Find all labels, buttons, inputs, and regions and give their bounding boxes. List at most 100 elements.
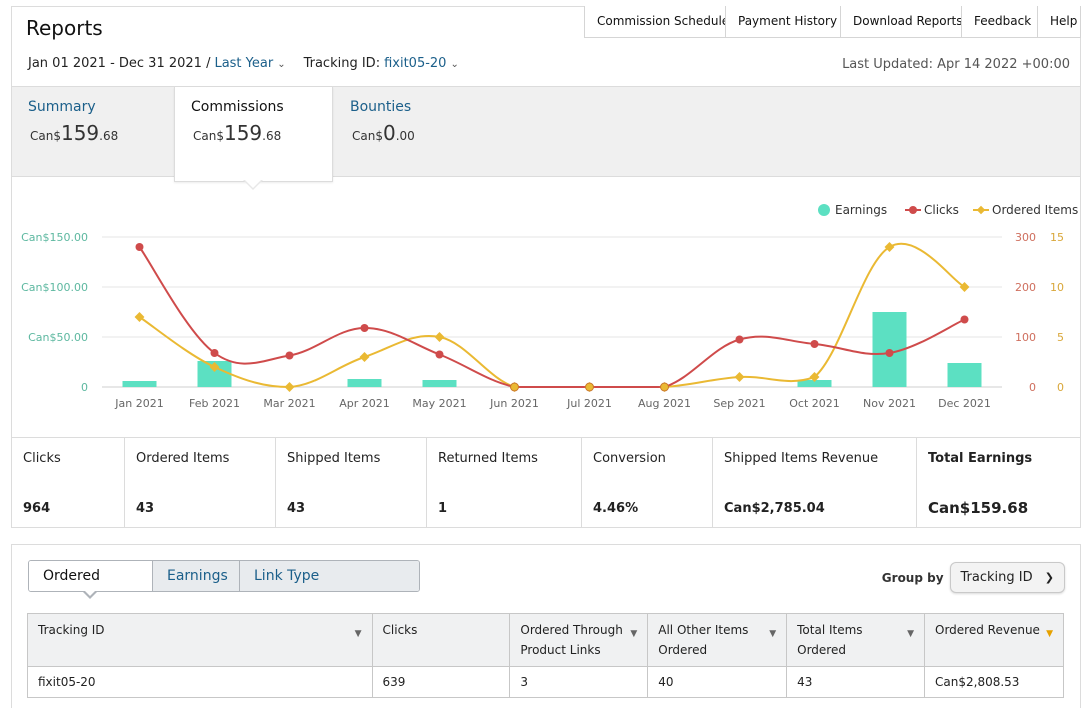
y-tick-label-left: Can$150.00: [21, 231, 88, 244]
x-tick-label: Nov 2021: [863, 397, 916, 410]
commissions-chart: Can$150.00Can$100.00Can$50.0003002001000…: [21, 203, 1078, 410]
ordered-items-point: [734, 372, 745, 382]
header-line: Total Items: [797, 623, 863, 637]
amount-whole: 0: [382, 121, 396, 145]
y-tick-label-items: 0: [1057, 381, 1064, 394]
tracking-label: Tracking ID:: [303, 56, 381, 71]
clicks-point: [360, 324, 369, 332]
ordered-items-point: [209, 362, 220, 372]
group-by-label: Group by: [881, 570, 944, 585]
header-line: All Other Items: [658, 623, 749, 637]
tracking-id-dropdown[interactable]: fixit05-20 ⌄: [384, 56, 459, 71]
stat-shipped-items: Shipped Items 43: [276, 438, 427, 527]
stats-row: Clicks 964 Ordered Items 43 Shipped Item…: [12, 437, 1080, 527]
cell-tracking-id-link[interactable]: fixit05-20: [27, 666, 373, 698]
tab-summary-label: Summary: [28, 99, 96, 115]
active-tab-pointer-inner: [84, 590, 96, 596]
tab-commissions-label: Commissions: [191, 99, 284, 115]
nav-help[interactable]: Help: [1037, 6, 1081, 38]
ordered-items-point: [959, 282, 970, 292]
x-tick-label: Sep 2021: [713, 397, 765, 410]
group-by-select[interactable]: Tracking ID ❯: [949, 562, 1065, 593]
sort-arrow-icon: ▼: [1046, 629, 1053, 639]
clicks-point: [810, 340, 819, 348]
stat-ordered-items: Ordered Items 43: [125, 438, 276, 527]
stat-shipped-revenue: Shipped Items Revenue Can$2,785.04: [713, 438, 917, 527]
tab-link-type-performance[interactable]: Link Type Performance: [239, 561, 419, 591]
cell-total-items: 43: [786, 666, 926, 698]
group-by-value: Tracking ID: [960, 570, 1033, 585]
earnings-bar: [797, 380, 832, 387]
column-header-all-other-items[interactable]: All Other Items Ordered ▼: [647, 613, 788, 667]
legend-items-diamond-icon: [976, 205, 986, 215]
stat-label: Total Earnings: [928, 451, 1033, 466]
earnings-bar: [122, 381, 157, 387]
y-tick-label-left: Can$100.00: [21, 281, 88, 294]
date-preset-dropdown[interactable]: Last Year ⌄: [214, 56, 285, 71]
column-header-ordered-revenue[interactable]: Ordered Revenue ▼: [924, 613, 1064, 667]
nav-feedback[interactable]: Feedback: [961, 6, 1038, 38]
top-nav: Commission Schedule Payment History Down…: [584, 6, 1081, 38]
stat-clicks: Clicks 964: [12, 438, 125, 527]
clicks-point: [735, 335, 744, 344]
cell-all-other-items: 40: [647, 666, 788, 698]
clicks-point: [660, 382, 669, 392]
date-preset-label: Last Year: [214, 56, 274, 71]
clicks-line: [138, 246, 965, 388]
header-line: Ordered: [797, 643, 846, 657]
header-line: Ordered Through: [520, 623, 623, 637]
column-header-total-items[interactable]: Total Items Ordered ▼: [786, 613, 926, 667]
stat-value: 4.46%: [593, 501, 639, 516]
header-line: Product Links: [520, 643, 601, 657]
legend-label: Ordered Items: [992, 203, 1078, 217]
stat-label: Ordered Items: [136, 451, 230, 466]
currency-prefix: Can$: [193, 129, 224, 143]
nav-payment-history[interactable]: Payment History: [725, 6, 841, 38]
ordered-items-line: [138, 242, 966, 389]
y-tick-label-items: 15: [1050, 231, 1064, 244]
tab-commissions-amount: Can$159.68: [191, 121, 332, 145]
amount-whole: 159: [223, 121, 263, 145]
column-header-clicks[interactable]: Clicks: [371, 613, 511, 667]
clicks-point: [510, 382, 519, 392]
stat-label: Shipped Items Revenue: [724, 451, 879, 466]
details-tab-group: Ordered Items Earnings Link Type Perform…: [28, 560, 420, 592]
tab-summary[interactable]: Summary Can$159.68: [12, 87, 174, 177]
x-tick-label: Aug 2021: [638, 397, 691, 410]
tab-commissions[interactable]: Commissions Can$159.68: [174, 87, 333, 182]
tab-earnings[interactable]: Earnings: [152, 561, 239, 591]
nav-commission-schedule[interactable]: Commission Schedule: [584, 6, 729, 38]
tab-ordered-items[interactable]: Ordered Items: [29, 561, 152, 591]
ordered-items-point: [884, 242, 895, 252]
earnings-bar: [422, 380, 457, 387]
legend-label: Clicks: [924, 203, 959, 217]
column-header-tracking-id[interactable]: Tracking ID ▼: [27, 613, 373, 667]
ordered-items-point: [359, 352, 370, 362]
chevron-down-icon: ⌄: [450, 59, 459, 70]
chevron-down-icon: ⌄: [277, 59, 286, 70]
header-line: Ordered Revenue: [935, 623, 1040, 637]
clicks-point: [135, 243, 144, 251]
sort-arrow-icon: ▼: [630, 629, 638, 639]
y-tick-label-left: Can$50.00: [28, 331, 88, 344]
y-tick-label-items: 5: [1057, 331, 1064, 344]
group-by: Group by Tracking ID ❯: [882, 562, 1065, 593]
stat-label: Returned Items: [438, 451, 538, 466]
ordered-items-point: [434, 332, 445, 342]
sort-arrow-icon: ▼: [769, 629, 777, 639]
legend-clicks-dot-icon: [909, 206, 917, 214]
tab-bounties-amount: Can$0.00: [350, 121, 494, 145]
x-tick-label: May 2021: [412, 397, 466, 410]
nav-download-reports[interactable]: Download Reports: [840, 6, 963, 38]
x-tick-label: Jun 2021: [489, 397, 539, 410]
x-tick-label: Jul 2021: [566, 397, 612, 410]
cell-ordered-through: 3: [509, 666, 649, 698]
column-header-ordered-through[interactable]: Ordered Through Product Links ▼: [509, 613, 649, 667]
amount-cents: .68: [99, 129, 119, 143]
clicks-point: [885, 349, 894, 357]
tab-bounties[interactable]: Bounties Can$0.00: [334, 87, 494, 177]
legend-earnings-icon: [818, 204, 830, 216]
stat-value: 1: [438, 501, 448, 516]
x-tick-label: Jan 2021: [114, 397, 163, 410]
cell-ordered-revenue: Can$2,808.53: [924, 666, 1064, 698]
